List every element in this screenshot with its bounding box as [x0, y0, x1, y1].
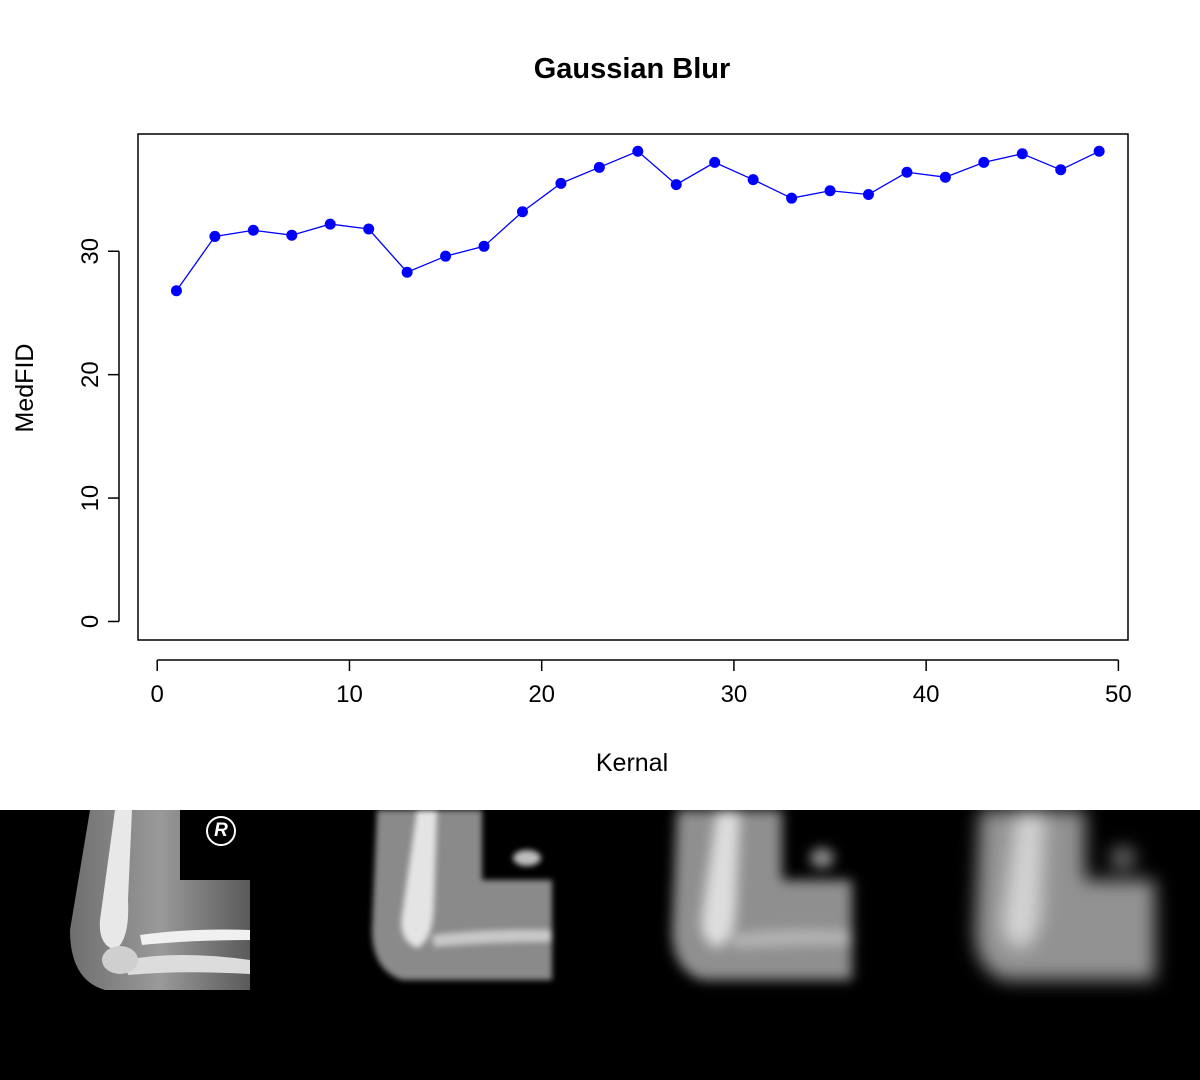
data-point	[747, 174, 759, 186]
data-point	[247, 224, 259, 236]
y-tick-label: 20	[77, 361, 104, 388]
y-tick-label: 10	[77, 485, 104, 512]
xray-blur-medium-image	[672, 810, 852, 995]
series-line	[175, 150, 1100, 292]
data-point	[824, 185, 836, 197]
y-axis-label: MedFID	[11, 344, 39, 433]
data-point	[286, 229, 298, 241]
series-layer	[170, 145, 1105, 297]
data-point	[401, 266, 413, 278]
xray-blur-small-image	[372, 810, 552, 995]
data-point	[170, 285, 182, 297]
x-axis: 0 10 20 30 40 50	[151, 659, 1132, 708]
xray-blur-large-image	[975, 810, 1155, 995]
x-axis-label: Kernal	[596, 749, 668, 777]
x-tick-label: 20	[528, 681, 555, 708]
x-tick-label: 10	[336, 681, 363, 708]
chart: Gaussian Blur 0 10 20 30 40 50 0 10 20 30 Kernal…	[11, 53, 1132, 777]
data-point	[1055, 164, 1067, 176]
data-point	[1016, 148, 1028, 160]
xray-original-image	[70, 810, 250, 995]
data-point	[516, 206, 528, 218]
chart-title: Gaussian Blur	[534, 53, 731, 85]
data-point	[632, 145, 644, 157]
x-tick-label: 40	[913, 681, 940, 708]
data-point	[1093, 145, 1105, 157]
y-tick-label: 0	[77, 615, 104, 628]
r-marker-icon: R	[206, 816, 236, 846]
x-tick-label: 50	[1105, 681, 1132, 708]
y-tick-label: 30	[77, 238, 104, 265]
data-point	[862, 188, 874, 200]
data-point	[901, 166, 913, 178]
x-tick-label: 30	[721, 681, 748, 708]
data-point	[939, 171, 951, 183]
data-point	[363, 223, 375, 235]
y-axis: 0 10 20 30	[77, 238, 120, 628]
data-point	[593, 161, 605, 173]
data-point	[209, 230, 221, 242]
data-point	[555, 177, 567, 189]
plot-frame	[137, 133, 1129, 641]
data-point	[709, 156, 721, 168]
data-point	[440, 250, 452, 262]
blur-example-strip: R	[0, 810, 1200, 1080]
data-point	[978, 156, 990, 168]
data-point	[324, 218, 336, 230]
data-point	[786, 192, 798, 204]
x-tick-label: 0	[151, 681, 164, 708]
data-point	[670, 179, 682, 191]
data-point	[478, 240, 490, 252]
